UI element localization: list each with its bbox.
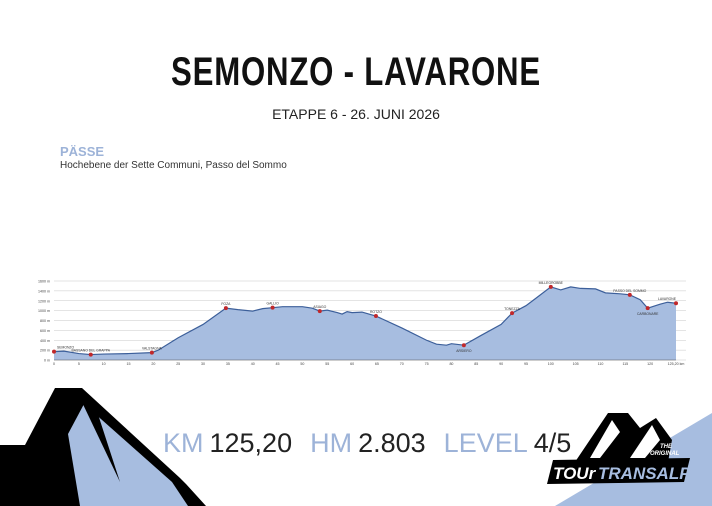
- y-tick-label: 600 m: [40, 329, 50, 333]
- x-tick-label: 55: [325, 362, 329, 366]
- x-tick-label: 120: [647, 362, 653, 366]
- elevation-profile-chart: 0 m 200 m 400 m 600 m 800 m 1000 m 1200 m 1400 …: [38, 280, 686, 366]
- x-tick-label: 45: [276, 362, 280, 366]
- waypoint-label: CARBONARE: [637, 312, 659, 316]
- waypoint-label: ASIAGO: [313, 305, 326, 309]
- y-tick-label: 1200 m: [38, 299, 50, 303]
- waypoint-marker: [645, 306, 650, 311]
- y-tick-label: 1400 m: [38, 289, 50, 293]
- waypoint-label: VALSTAGNA: [142, 347, 163, 351]
- waypoint-label: MILLEGROBBE: [539, 281, 564, 285]
- x-tick-label: 60: [350, 362, 354, 366]
- km-value: 125,20: [209, 428, 293, 458]
- km-label: KM: [163, 428, 204, 458]
- x-tick-label: 15: [127, 362, 131, 366]
- waypoint-label: ROTZO: [370, 310, 382, 314]
- waypoint-label: TONEZZA: [504, 307, 520, 311]
- passes-heading: PÄSSE: [60, 144, 105, 159]
- y-tick-label: 400 m: [40, 339, 50, 343]
- svg-text:THE: THE: [660, 444, 673, 450]
- y-tick-label: 800 m: [40, 319, 50, 323]
- x-tick-label: 40: [251, 362, 255, 366]
- waypoint-label: GALLIO: [266, 302, 279, 306]
- x-tick-label: 75: [425, 362, 429, 366]
- y-tick-label: 0 m: [44, 359, 50, 363]
- x-tick-label: 95: [524, 362, 528, 366]
- y-tick-label: 200 m: [40, 349, 50, 353]
- profile-line: [53, 286, 677, 356]
- svg-text:TOUr: TOUr: [553, 464, 597, 483]
- waypoint-marker: [627, 292, 632, 297]
- waypoint-marker: [270, 305, 275, 310]
- x-tick-label: 125,20 km: [668, 362, 685, 366]
- waypoint-label: BASSANO DEL GRAPPA: [71, 349, 110, 353]
- x-tick-label: 105: [573, 362, 579, 366]
- waypoint-marker: [88, 352, 93, 357]
- x-tick-label: 100: [548, 362, 554, 366]
- waypoint-marker: [223, 306, 228, 311]
- x-tick-label: 50: [300, 362, 304, 366]
- y-tick-label: 1600 m: [38, 280, 50, 284]
- x-tick-label: 20: [151, 362, 155, 366]
- x-tick-label: 110: [598, 362, 604, 366]
- hm-value: 2.803: [358, 428, 426, 458]
- passes-text: Hochebene der Sette Communi, Passo del S…: [60, 160, 287, 171]
- stage-stats: KM 125,20 HM 2.803 LEVEL 4/5: [163, 428, 577, 459]
- waypoint-marker: [149, 350, 154, 355]
- x-tick-label: 85: [474, 362, 478, 366]
- svg-text:TRANSALP: TRANSALP: [598, 464, 691, 483]
- level-value: 4/5: [533, 428, 572, 458]
- waypoint-label: FOZA: [221, 302, 231, 306]
- x-tick-label: 0: [53, 362, 55, 366]
- x-tick-label: 30: [201, 362, 205, 366]
- stage-subtitle: ETAPPE 6 - 26. JUNI 2026: [272, 106, 440, 122]
- hm-label: HM: [310, 428, 353, 458]
- waypoint-label: PASSO DEL SOMMO: [613, 289, 646, 293]
- x-tick-label: 10: [102, 362, 106, 366]
- x-tick-label: 90: [499, 362, 503, 366]
- waypoint-marker: [52, 349, 56, 354]
- y-tick-label: 1000 m: [38, 309, 50, 313]
- level-label: LEVEL: [443, 428, 528, 458]
- x-tick-label: 5: [78, 362, 80, 366]
- waypoint-label: SEMONZO: [57, 346, 75, 350]
- waypoint-label: ARSIERO: [456, 349, 472, 353]
- x-tick-label: 65: [375, 362, 379, 366]
- waypoint-marker: [461, 343, 466, 348]
- waypoint-marker: [674, 301, 678, 306]
- svg-text:ORIGINAL: ORIGINAL: [650, 451, 680, 457]
- page-title: SEMONZO - LAVARONE: [171, 50, 541, 94]
- x-tick-label: 80: [449, 362, 453, 366]
- x-tick-label: 70: [400, 362, 404, 366]
- profile-area: [54, 286, 676, 360]
- x-tick-label: 35: [226, 362, 230, 366]
- waypoint-label: LAVARONE: [658, 297, 677, 301]
- waypoint-marker: [317, 309, 322, 314]
- x-tick-label: 25: [176, 362, 180, 366]
- waypoint-marker: [373, 314, 378, 319]
- waypoint-marker: [510, 311, 515, 316]
- x-tick-label: 115: [622, 362, 628, 366]
- waypoint-marker: [548, 284, 553, 289]
